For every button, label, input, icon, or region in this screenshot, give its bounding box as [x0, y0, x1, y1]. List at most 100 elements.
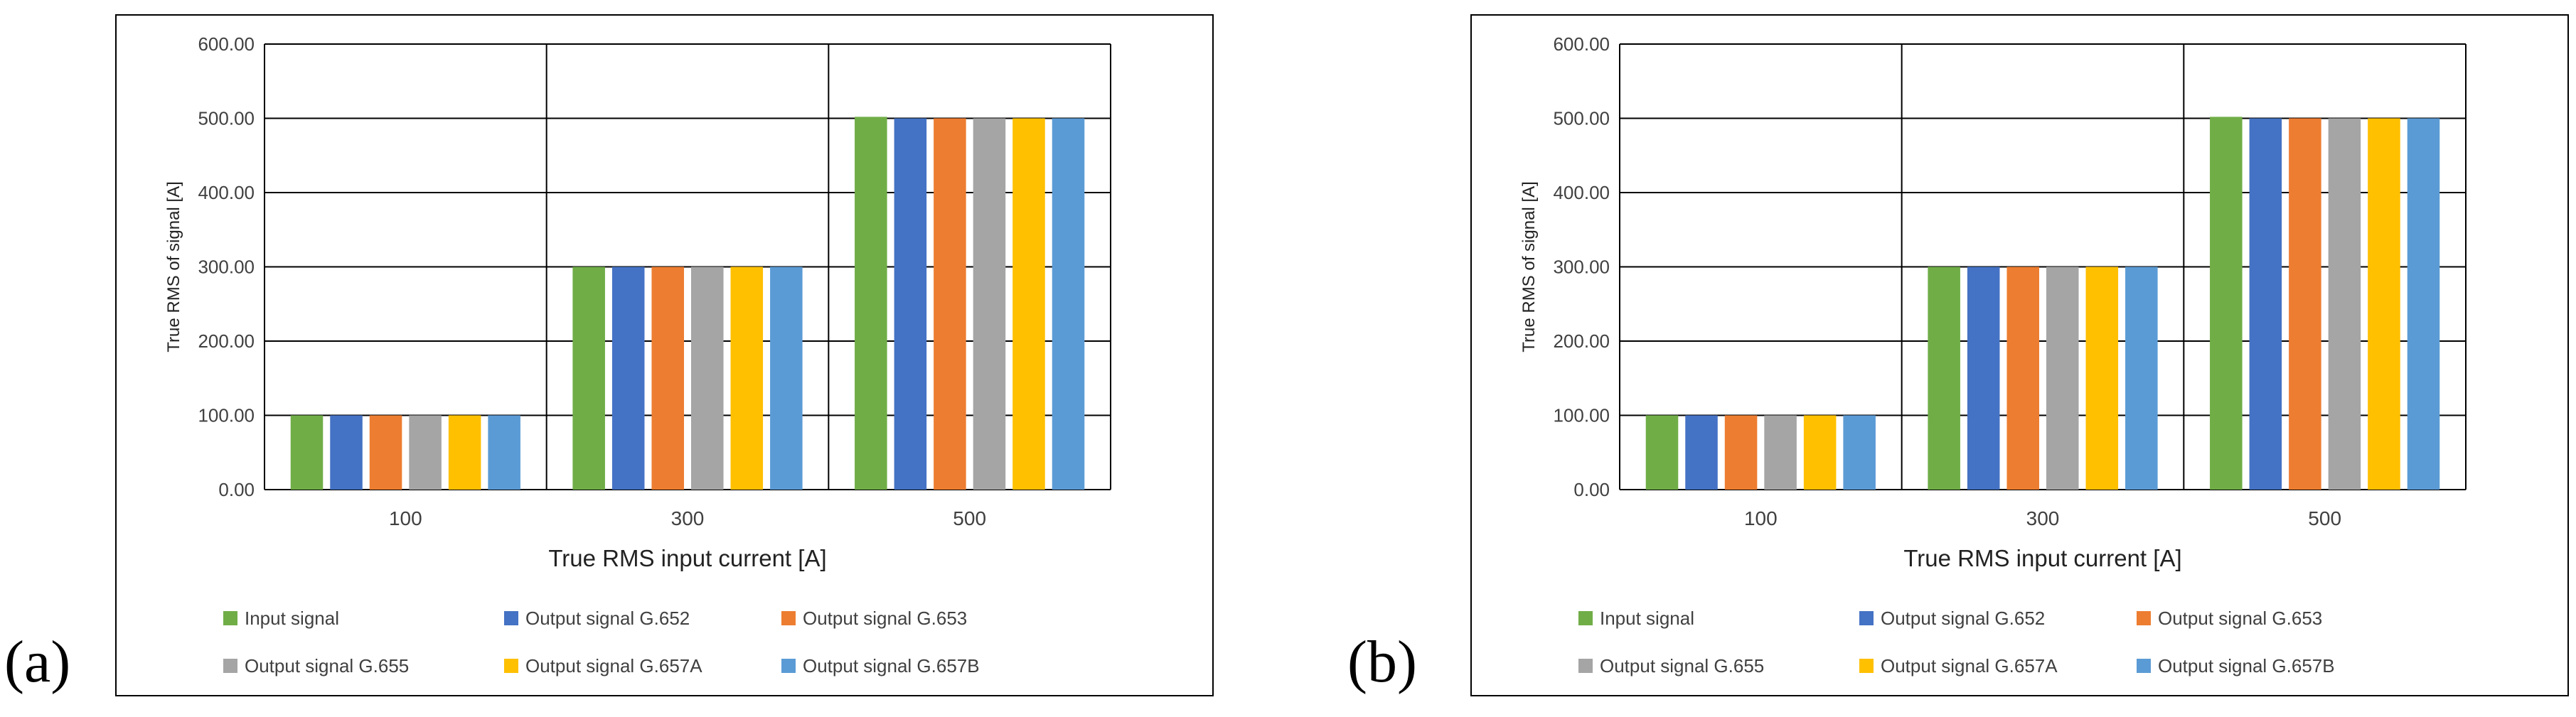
- bar: [1803, 415, 1837, 490]
- bar: [2249, 118, 2282, 490]
- bar: [369, 415, 402, 490]
- legend-item: Input signal: [223, 608, 339, 629]
- chart-panel-b: 0.00 100.00 200.00 300.00 400.00 500.00 600.00…: [1470, 14, 2569, 696]
- bar: [1843, 415, 1876, 490]
- legend-swatch: [1578, 611, 1593, 625]
- legend-swatch: [1859, 611, 1874, 625]
- bar: [1645, 415, 1679, 490]
- y-tick-label: 600.00: [198, 33, 255, 55]
- bar: [690, 266, 724, 490]
- legend-swatch: [1859, 659, 1874, 673]
- bar: [1685, 415, 1718, 490]
- y-tick-label: 400.00: [198, 182, 255, 203]
- y-tick-label: 600.00: [1553, 33, 1610, 55]
- bar-chart-b: 0.00 100.00 200.00 300.00 400.00 500.00 600.00…: [1519, 33, 2467, 676]
- x-tick-label: 300: [671, 507, 705, 529]
- bar: [855, 117, 887, 490]
- x-tick-label: 100: [1744, 507, 1778, 529]
- bar: [2006, 266, 2040, 490]
- legend-label: Output signal G.657A: [1881, 655, 2058, 676]
- legend-item: Output signal G.657A: [504, 655, 702, 676]
- bar: [1928, 266, 1960, 490]
- y-tick-label: 500.00: [198, 108, 255, 129]
- y-tick-label: 100.00: [1553, 405, 1610, 426]
- legend-label: Output signal G.653: [803, 608, 967, 629]
- bar: [2210, 117, 2243, 490]
- bar: [2125, 266, 2158, 490]
- bar: [409, 415, 442, 490]
- legend-item: Output signal G.653: [781, 608, 967, 629]
- legend-label: Output signal G.655: [245, 655, 409, 676]
- y-tick-label: 300.00: [1553, 257, 1610, 278]
- legend-item: Output signal G.655: [1578, 655, 1764, 676]
- legend-item: Output signal G.657B: [781, 655, 980, 676]
- x-tick-label: 100: [389, 507, 422, 529]
- y-tick-label: 200.00: [1553, 330, 1610, 352]
- bar: [2289, 118, 2321, 490]
- y-tick-label: 200.00: [198, 330, 255, 352]
- legend-item: Output signal G.657A: [1859, 655, 2058, 676]
- bar: [2368, 118, 2400, 490]
- x-tick-label: 300: [2026, 507, 2060, 529]
- bar: [448, 415, 481, 490]
- legend-swatch: [781, 611, 796, 625]
- bar: [934, 118, 966, 490]
- bar: [894, 118, 927, 490]
- bar: [2328, 118, 2361, 490]
- legend-item: Output signal G.652: [1859, 608, 2045, 629]
- y-tick-label: 0.00: [218, 479, 255, 500]
- bar: [2046, 266, 2079, 490]
- bar: [973, 118, 1006, 490]
- y-tick-label: 400.00: [1553, 182, 1610, 203]
- bar: [1764, 415, 1797, 490]
- legend-swatch: [504, 659, 518, 673]
- y-tick-label: 0.00: [1573, 479, 1610, 500]
- legend-swatch: [2137, 659, 2151, 673]
- bar: [488, 415, 520, 490]
- legend-swatch: [223, 659, 237, 673]
- y-tick-label: 100.00: [198, 405, 255, 426]
- bar-chart-a: 0.00 100.00 200.00 300.00 400.00 500.00 600.00…: [164, 33, 1111, 676]
- legend-swatch: [223, 611, 237, 625]
- bar: [290, 415, 324, 490]
- x-axis-title: True RMS input current [A]: [548, 545, 826, 571]
- legend-label: Output signal G.655: [1600, 655, 1764, 676]
- bar: [611, 266, 645, 490]
- bar: [330, 415, 363, 490]
- legend-item: Output signal G.655: [223, 655, 409, 676]
- bar: [1724, 415, 1758, 490]
- bar: [1967, 266, 2000, 490]
- legend-label: Output signal G.652: [1881, 608, 2045, 629]
- legend-label: Input signal: [245, 608, 339, 629]
- x-tick-label: 500: [953, 507, 986, 529]
- bar: [730, 266, 764, 490]
- legend-label: Output signal G.653: [2158, 608, 2322, 629]
- y-axis-title: True RMS of signal [A]: [1519, 181, 1539, 352]
- legend-item: Output signal G.653: [2137, 608, 2322, 629]
- legend-item: Output signal G.652: [504, 608, 690, 629]
- legend-swatch: [504, 611, 518, 625]
- bar: [1012, 118, 1045, 490]
- panel-label-b: (b): [1347, 629, 1417, 695]
- bar: [572, 266, 605, 490]
- legend-label: Input signal: [1600, 608, 1694, 629]
- legend-label: Output signal G.652: [525, 608, 690, 629]
- x-tick-label: 500: [2308, 507, 2341, 529]
- x-axis-title: True RMS input current [A]: [1903, 545, 2181, 571]
- legend-swatch: [2137, 611, 2151, 625]
- legend-label: Output signal G.657B: [2158, 655, 2335, 676]
- legend-item: Output signal G.657B: [2137, 655, 2335, 676]
- y-axis-title: True RMS of signal [A]: [164, 181, 183, 352]
- chart-panel-a: 0.00 100.00 200.00 300.00 400.00 500.00 600.00…: [115, 14, 1214, 696]
- legend-label: Output signal G.657A: [525, 655, 702, 676]
- legend-swatch: [1578, 659, 1593, 673]
- legend-label: Output signal G.657B: [803, 655, 980, 676]
- panel-label-a: (a): [4, 629, 71, 695]
- bar: [2407, 118, 2440, 490]
- legend-item: Input signal: [1578, 608, 1694, 629]
- y-tick-label: 500.00: [1553, 108, 1610, 129]
- bar: [651, 266, 685, 490]
- bar: [1052, 118, 1085, 490]
- bar: [770, 266, 803, 490]
- legend-swatch: [781, 659, 796, 673]
